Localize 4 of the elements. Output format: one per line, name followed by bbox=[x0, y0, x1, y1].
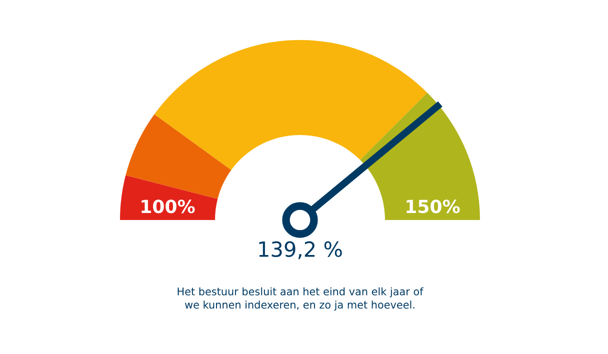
text: 139,2 % bbox=[259, 241, 342, 260]
slice-label: 150% bbox=[406, 200, 460, 214]
text: Het bestuur besluit aan het eind van elk jaar of we kunnen indexeren, en zo ja met hoeveel. bbox=[178, 287, 424, 311]
slice-label: 100% bbox=[142, 200, 195, 214]
